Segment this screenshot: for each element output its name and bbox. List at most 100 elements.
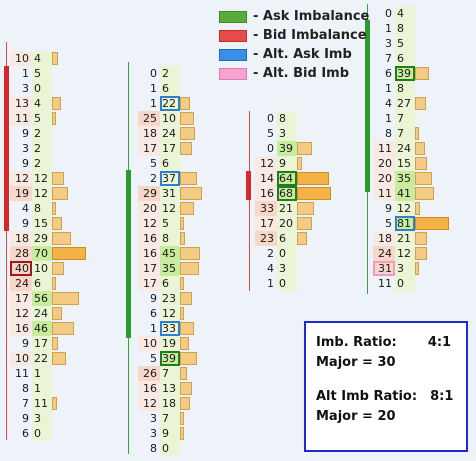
ask-volume: 68 [277, 186, 297, 201]
ask-volume: 39 [277, 141, 297, 156]
volume-bar [180, 112, 194, 125]
bid-volume: 8 [22, 382, 29, 395]
ask-volume: 7 [395, 111, 415, 126]
bid-volume: 20 [138, 201, 160, 216]
ask-volume: 5 [160, 216, 180, 231]
bid-volume: 1 [150, 322, 157, 335]
volume-bar [180, 127, 195, 140]
ask-volume: 70 [32, 246, 52, 261]
ask-volume: 8 [395, 81, 415, 96]
volume-bar [52, 337, 58, 350]
volume-bar [297, 157, 302, 170]
ask-volume: 0 [160, 441, 180, 456]
bid-volume: 16 [10, 321, 32, 336]
bid-volume: 9 [150, 292, 157, 305]
bid-volume: 3 [385, 37, 392, 50]
ask-volume: 4 [32, 51, 52, 66]
bid-volume: 18 [10, 231, 32, 246]
ask-volume: 8 [32, 201, 52, 216]
ask-volume: 0 [277, 246, 297, 261]
bid-volume: 10 [10, 351, 32, 366]
volume-bar [180, 427, 184, 440]
ask-volume: 7 [160, 366, 180, 381]
alt-ratio-value: 8:1 [430, 389, 454, 404]
bid-volume: 2 [150, 172, 157, 185]
bid-volume: 5 [385, 217, 392, 230]
bid-volume: 8 [150, 442, 157, 455]
bid-volume: 1 [22, 67, 29, 80]
alt-bid-imb-swatch [219, 67, 247, 80]
volume-bar [52, 112, 56, 125]
bid-volume: 5 [150, 352, 157, 365]
volume-bar [415, 157, 427, 170]
volume-bar [297, 232, 307, 245]
bid-volume: 4 [22, 202, 29, 215]
ask-volume: 12 [395, 246, 415, 261]
imb-ratio-line: Imb. Ratio: 4:1 [316, 333, 456, 353]
volume-bar [52, 262, 64, 275]
bid-volume: 11 [373, 141, 395, 156]
bid-volume: 6 [385, 67, 392, 80]
volume-bar [180, 262, 199, 275]
bid-volume: 28 [10, 246, 32, 261]
volume-bar [52, 352, 66, 365]
volume-bar [52, 247, 86, 260]
bid-volume: 9 [22, 337, 29, 350]
ask-volume: 15 [395, 156, 415, 171]
volume-bar [297, 142, 312, 155]
bid-volume: 17 [255, 216, 277, 231]
ask-volume: 0 [277, 276, 297, 291]
ask-volume: 21 [395, 231, 415, 246]
ask-volume: 12 [32, 171, 52, 186]
bid-volume: 14 [255, 171, 277, 186]
bid-volume: 1 [150, 97, 157, 110]
volume-bar [297, 187, 331, 200]
bid-volume: 18 [373, 231, 395, 246]
ask-volume: 23 [160, 291, 180, 306]
bid-volume: 1 [150, 82, 157, 95]
ask-volume: 8 [160, 231, 180, 246]
ask-volume: 13 [160, 381, 180, 396]
ask-volume: 6 [395, 51, 415, 66]
ask-volume: 6 [32, 276, 52, 291]
ask-volume: 24 [395, 141, 415, 156]
bid-volume: 13 [10, 96, 32, 111]
volume-bar [180, 232, 185, 245]
volume-bar [52, 277, 56, 290]
bid-volume: 11 [373, 186, 395, 201]
bid-volume: 20 [373, 171, 395, 186]
bid-volume: 6 [22, 427, 29, 440]
volume-bar [180, 187, 202, 200]
bid-volume: 20 [373, 156, 395, 171]
ask-imbalance-swatch [219, 10, 247, 23]
ask-volume: 5 [32, 111, 52, 126]
volume-bar [180, 307, 184, 320]
bid-volume: 6 [150, 307, 157, 320]
volume-bar [415, 232, 427, 245]
bid-volume: 12 [255, 156, 277, 171]
legend-label: - Ask Imbalance [253, 9, 370, 24]
alt-ratio-line: Alt Imb Ratio: 8:1 [316, 387, 456, 407]
volume-bar [297, 202, 314, 215]
volume-bar [415, 262, 419, 275]
volume-bar [415, 142, 425, 155]
ask-volume: 81 [395, 216, 415, 231]
ask-volume: 39 [160, 351, 180, 366]
bid-volume: 17 [10, 291, 32, 306]
bid-volume: 9 [22, 127, 29, 140]
range-line-3 [249, 111, 250, 291]
volume-bar [180, 412, 184, 425]
imbalance-bar-red-3 [246, 171, 251, 200]
bid-volume: 31 [373, 261, 395, 276]
volume-bar [52, 97, 61, 110]
volume-bar [180, 382, 192, 395]
bid-volume: 16 [138, 231, 160, 246]
volume-bar [297, 217, 312, 230]
legend-item-ask-imbalance: - Ask Imbalance [219, 7, 369, 26]
alt-ratio-label: Alt Imb Ratio: [316, 389, 418, 404]
ask-volume: 56 [32, 291, 52, 306]
volume-bar [415, 67, 429, 80]
range-line-1 [6, 42, 7, 440]
ask-volume: 3 [277, 126, 297, 141]
ask-volume: 2 [160, 66, 180, 81]
